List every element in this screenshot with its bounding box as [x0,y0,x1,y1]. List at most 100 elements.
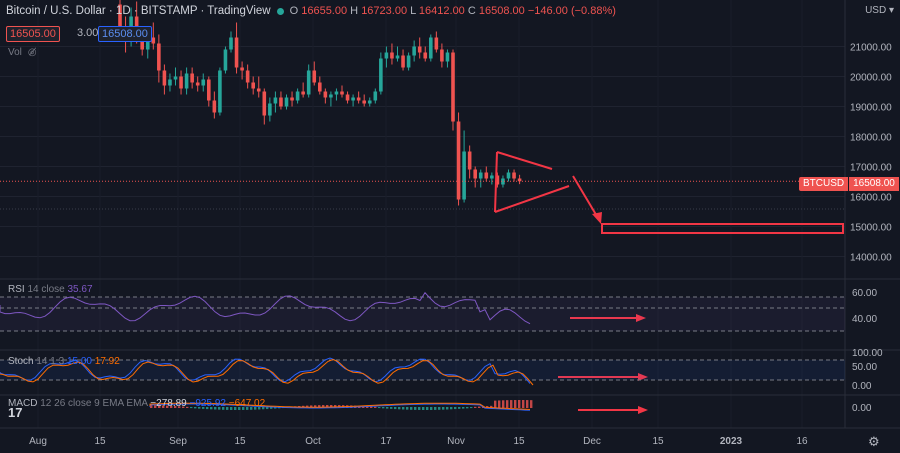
time-tick-label: 15 [94,436,106,447]
macd-histogram-bar [250,407,253,410]
candle-body [379,58,383,92]
macd-histogram-bar [206,407,209,410]
candle-body [495,175,500,185]
settings-gear-icon[interactable]: ⚙ [868,435,880,450]
price-candles[interactable] [0,0,845,210]
candle-body [401,55,405,68]
macd-histogram-bar [166,405,169,408]
macd-legend[interactable]: MACD 12 26 close 9 EMA EMA −278.89 −925.… [8,398,266,409]
macd-histogram-bar [438,407,441,410]
time-tick-label: Dec [583,436,601,447]
candle-body [295,91,300,101]
candle-body [462,151,466,200]
macd-histogram-bar [150,405,153,408]
candle-body [151,37,156,44]
last-price-symbol: BTCUSD [799,177,849,191]
macd-histogram-bar [178,406,181,408]
last-price-value: 16508.00 [848,177,899,191]
macd-histogram-bar [210,407,213,410]
macd-histogram-bar [426,407,429,410]
macd-histogram-bar [494,400,497,408]
triangle-side-line [494,151,498,213]
macd-histogram-bar [530,400,533,408]
stoch-k-line [0,357,531,384]
candle-body [212,100,217,113]
macd-histogram-bar [226,407,229,410]
eye-hidden-icon[interactable]: ◎̸ [27,47,37,58]
macd-histogram-bar [478,406,481,408]
macd-histogram-bar [398,407,401,410]
candle-body [501,178,505,185]
price-tick-label: 20000.00 [850,73,892,84]
macd-histogram-bar [434,407,437,410]
rsi-axis-label: 60.00 [852,288,877,299]
candle-body [467,151,472,170]
macd-histogram-bar [402,407,405,410]
candle-body [195,82,200,86]
macd-histogram-bar [214,407,217,410]
macd-histogram-bar [230,407,233,410]
price-tick-label: 17000.00 [850,163,892,174]
stoch-legend[interactable]: Stoch 14 1 3 15.00 17.92 [8,356,120,367]
buy-button[interactable]: 16508.00 [98,26,152,42]
time-tick-label: Sep [169,436,187,447]
macd-histogram-bar [266,407,269,410]
high-value: 16723.00 [361,5,408,17]
volume-legend: Vol ◎̸ [8,47,37,58]
candle-body [445,52,450,62]
macd-histogram-bar [314,405,317,408]
candle-body [162,70,167,86]
macd-histogram-bar [238,407,241,410]
macd-histogram-bar [418,407,421,410]
macd-histogram-bar [378,407,381,409]
candle-body [179,76,183,89]
macd-histogram-bar [506,400,509,408]
macd-histogram-bar [442,407,445,410]
candle-body [273,97,278,104]
macd-histogram-bar [454,407,457,410]
rsi-legend[interactable]: RSI 14 close 35.67 [8,284,93,295]
candle-body [345,94,350,101]
macd-histogram-bar [254,407,257,410]
macd-histogram-bar [222,407,225,410]
macd-histogram-bar [470,407,473,409]
candle-body [395,55,400,59]
pane-arrow-head-icon [638,406,648,414]
candle-body [301,91,305,95]
trend-drawings[interactable] [494,151,844,414]
target-zone-rect [601,223,844,234]
pane-arrow-head-icon [638,373,648,381]
macd-axis-label: 0.00 [852,403,872,414]
candle-body [340,91,344,95]
axes: 21000.00 20000.00 19000.00 18000.00 17000.00… [8,43,892,451]
macd-histogram-bar [218,407,221,410]
macd-histogram-bar [450,407,453,410]
macd-histogram-bar [326,405,329,408]
sell-button[interactable]: 16505.00 [6,26,60,42]
macd-histogram-bar [498,400,501,408]
price-tick-label: 18000.00 [850,133,892,144]
symbol-title[interactable]: Bitcoin / U.S. Dollar · 1D · BITSTAMP · … [6,5,271,17]
macd-histogram-bar [462,407,465,409]
macd-line [149,403,531,411]
ohlc-values: O 16655.00 H 16723.00 L 16412.00 C 16508… [289,5,616,17]
change-value: −146.00 (−0.88%) [527,5,616,17]
candle-body [384,52,389,59]
pane-arrow-head-icon [636,314,646,322]
rsi-axis-label: 40.00 [852,314,877,325]
candle-body [245,70,250,83]
currency-label[interactable]: USD ▾ [865,5,894,16]
projection-arrow [572,175,599,219]
candle-body [318,82,322,92]
price-tick-label: 16000.00 [850,193,892,204]
macd-histogram-bar [382,407,385,409]
macd-histogram-bar [234,407,237,410]
price-tick-label: 14000.00 [850,253,892,264]
candle-body [256,88,261,92]
time-tick-label: 15 [234,436,246,447]
stoch-axis-label: 50.00 [852,362,877,373]
time-tick-label: 15 [513,436,525,447]
candle-body [312,70,317,83]
time-tick-label: 15 [652,436,664,447]
